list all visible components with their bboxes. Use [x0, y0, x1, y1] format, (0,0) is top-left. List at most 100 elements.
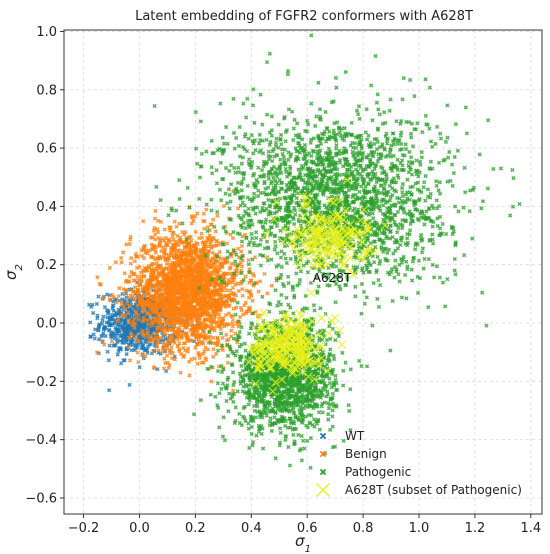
data-point: [230, 236, 236, 241]
data-point: [102, 324, 107, 329]
data-point: [181, 353, 187, 358]
data-point: [121, 337, 126, 342]
data-point: [159, 323, 164, 329]
data-point: [225, 360, 230, 365]
data-point: [172, 249, 178, 254]
data-point: [155, 218, 161, 223]
data-point: [141, 255, 147, 261]
data-point: [107, 297, 112, 302]
data-point: [158, 219, 164, 225]
data-point: [224, 338, 229, 343]
data-point: [118, 345, 123, 351]
data-point: [236, 288, 241, 294]
data-point: [153, 247, 158, 252]
data-point: [153, 237, 158, 242]
data-point: [127, 382, 132, 388]
data-point: [155, 366, 160, 372]
data-point: [132, 325, 137, 331]
data-point: [120, 250, 126, 255]
data-point: [189, 221, 194, 226]
data-point: [224, 241, 230, 246]
data-point: [228, 288, 233, 293]
data-point: [211, 269, 216, 274]
data-point: [223, 294, 229, 299]
data-point: [123, 328, 128, 333]
data-point: [104, 292, 110, 297]
data-point: [111, 308, 116, 314]
data-point: [127, 358, 133, 363]
data-point: [158, 239, 163, 245]
data-point: [119, 260, 124, 265]
data-point: [240, 286, 245, 292]
data-point: [136, 313, 141, 318]
grid-lines: [64, 30, 542, 514]
data-point: [175, 233, 180, 239]
data-point: [211, 354, 216, 360]
data-point: [143, 325, 148, 330]
data-point: [178, 351, 184, 357]
data-point: [110, 329, 115, 335]
data-point: [130, 337, 136, 342]
data-point: [134, 265, 140, 270]
data-point: [95, 313, 100, 318]
data-point: [113, 313, 118, 318]
data-point: [123, 321, 128, 326]
data-point: [213, 264, 218, 269]
data-point: [90, 302, 95, 307]
data-point: [124, 351, 129, 357]
data-point: [171, 237, 176, 243]
data-point: [236, 324, 241, 329]
data-point: [135, 292, 140, 297]
data-point: [127, 328, 132, 333]
data-point: [114, 331, 120, 336]
data-point: [136, 359, 141, 365]
data-point: [230, 321, 235, 326]
data-point: [119, 333, 124, 338]
data-point: [130, 296, 136, 301]
data-point: [107, 323, 112, 328]
data-point: [101, 295, 106, 301]
data-point: [130, 343, 135, 348]
data-point: [240, 293, 245, 298]
data-point: [144, 348, 150, 353]
data-point: [138, 323, 143, 328]
data-point: [93, 327, 98, 332]
data-point: [88, 334, 93, 340]
data-point: [202, 219, 207, 224]
data-point: [90, 310, 96, 316]
data-point: [117, 286, 122, 291]
data-point: [88, 320, 93, 325]
data-point: [186, 346, 191, 351]
data-point: [231, 277, 236, 283]
data-point: [221, 293, 226, 299]
data-point: [162, 325, 167, 330]
data-point: [210, 250, 215, 255]
data-point: [177, 323, 183, 328]
data-point: [148, 316, 153, 321]
data-point: [114, 337, 120, 342]
data-point: [217, 249, 222, 255]
data-point: [116, 293, 121, 299]
data-point: [200, 329, 205, 334]
data-point: [157, 335, 163, 340]
data-point: [223, 312, 228, 318]
data-point: [174, 224, 179, 229]
data-point: [216, 312, 222, 317]
data-point: [192, 356, 197, 361]
data-point: [100, 321, 105, 326]
data-point: [103, 333, 108, 339]
data-point: [94, 301, 100, 307]
data-point: [136, 317, 141, 322]
data-point: [130, 309, 135, 314]
data-point: [141, 315, 147, 320]
data-point: [107, 343, 112, 348]
data-point: [118, 255, 124, 261]
data-point: [105, 349, 110, 354]
data-point: [215, 213, 220, 218]
data-point: [96, 294, 101, 299]
data-point: [226, 277, 231, 283]
data-point: [170, 234, 175, 239]
data-point: [242, 303, 247, 308]
data-point: [99, 334, 104, 339]
data-point: [234, 305, 239, 310]
